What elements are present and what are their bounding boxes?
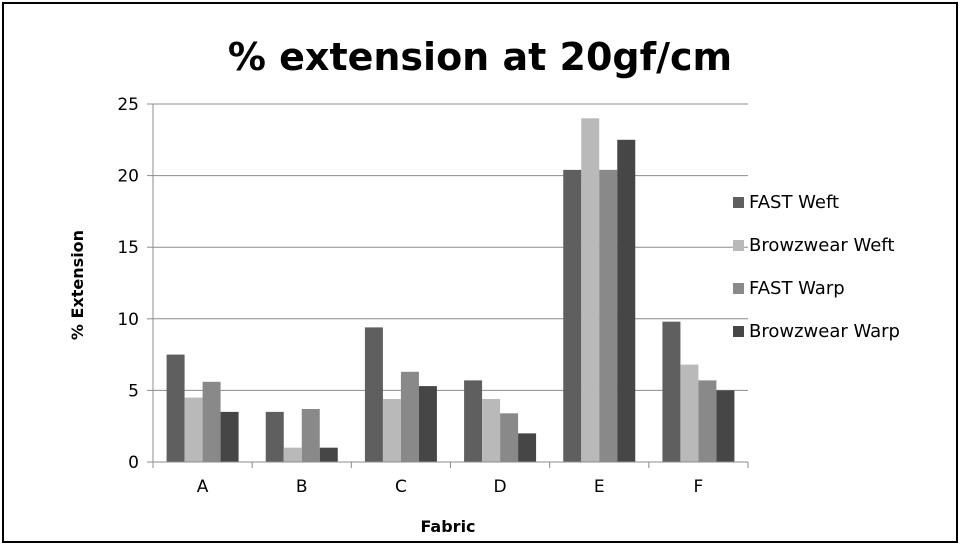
bar	[202, 381, 221, 462]
y-tick-label: 10	[117, 310, 139, 330]
bar	[581, 118, 600, 462]
bar	[220, 411, 239, 462]
bar	[364, 327, 383, 462]
bar	[680, 364, 699, 462]
gridlines	[153, 103, 748, 391]
bar	[265, 411, 284, 462]
bar	[482, 398, 501, 462]
legend-swatch	[733, 283, 744, 294]
bar	[400, 371, 419, 462]
legend-label: Browzwear Weft	[749, 235, 894, 256]
bar	[166, 354, 185, 462]
x-tick-label: E	[594, 477, 605, 497]
chart-title: % extension at 20gf/cm	[228, 35, 732, 79]
y-tick-label: 25	[117, 95, 139, 115]
bar	[716, 390, 735, 462]
x-tick-label: A	[197, 477, 209, 497]
bar	[283, 447, 302, 462]
bar	[662, 321, 681, 462]
bar	[563, 169, 582, 462]
bar	[382, 398, 401, 462]
axes	[147, 103, 749, 468]
y-tick-label: 5	[128, 381, 139, 401]
x-tick-label: C	[395, 477, 407, 497]
legend-swatch	[733, 326, 744, 337]
bar	[301, 409, 320, 462]
bar	[617, 139, 636, 463]
bars	[166, 118, 735, 463]
y-axis-title: % Extension	[68, 230, 87, 340]
x-tick-label: D	[494, 477, 507, 497]
y-tick-label: 0	[128, 453, 139, 473]
bar	[518, 433, 537, 462]
bar	[599, 169, 618, 462]
legend: FAST Weft Browzwear Weft FAST Warp Browzwea…	[733, 192, 900, 342]
x-tick-label: F	[694, 477, 704, 497]
y-tick-label: 15	[117, 238, 139, 258]
y-tick-label: 20	[117, 167, 139, 187]
bar	[418, 386, 437, 462]
bar	[319, 447, 338, 462]
x-tick-label: B	[296, 477, 308, 497]
bar	[184, 397, 203, 462]
legend-swatch	[733, 197, 744, 208]
legend-label: FAST Warp	[749, 278, 845, 299]
tick-labels: 0 5 10 15 20 25 A B C D E F	[117, 95, 703, 497]
legend-label: FAST Weft	[749, 192, 839, 213]
bar	[500, 413, 519, 462]
x-axis-title: Fabric	[420, 517, 475, 536]
legend-label: Browzwear Warp	[749, 321, 900, 342]
legend-swatch	[733, 240, 744, 251]
bar	[464, 380, 483, 462]
bar	[698, 380, 717, 462]
